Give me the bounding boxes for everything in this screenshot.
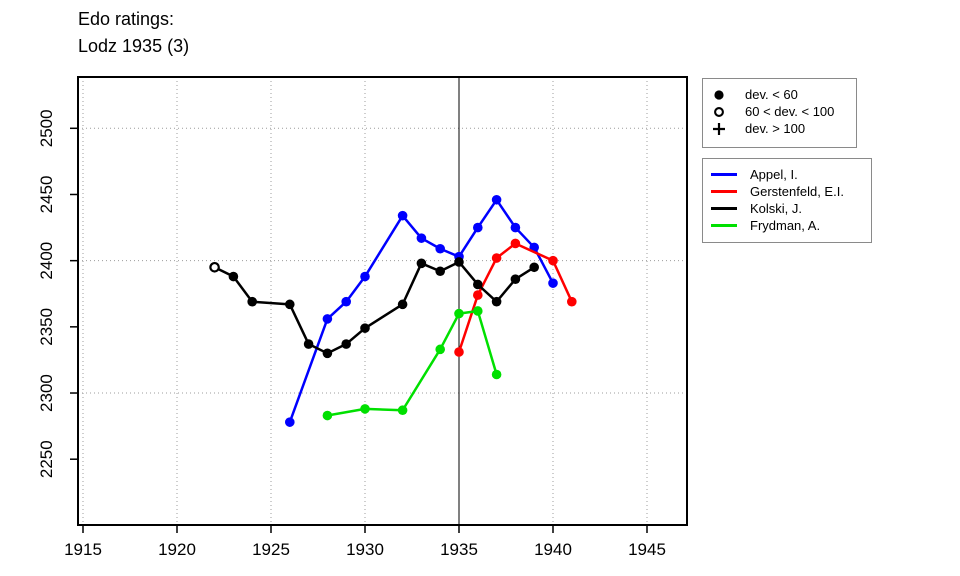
point-appel-i-1934 xyxy=(435,243,446,254)
point-appel-i-1938 xyxy=(510,222,521,233)
point-frydman-a-1928 xyxy=(322,410,333,421)
marker-legend-label: dev. > 100 xyxy=(745,121,806,136)
point-kolski-j-1923 xyxy=(228,271,239,282)
chart-title: Edo ratings: Lodz 1935 (3) xyxy=(78,6,189,60)
y-tick-label-2250: 2250 xyxy=(37,440,56,478)
x-tick-label-1925: 1925 xyxy=(252,540,290,559)
point-appel-i-1928 xyxy=(322,314,333,324)
y-tick-label-2450: 2450 xyxy=(37,176,56,214)
series-legend-label: Frydman, A. xyxy=(750,218,821,233)
series-legend-row: Kolski, J. xyxy=(711,200,863,217)
point-appel-i-1930 xyxy=(360,271,370,282)
point-kolski-j-1930 xyxy=(360,323,370,333)
point-kolski-j-1926 xyxy=(285,299,295,310)
marker-legend-row: dev. < 60 xyxy=(711,86,848,103)
point-gerstenfeld-e-i-1937 xyxy=(491,253,502,263)
point-kolski-j-1924 xyxy=(247,296,257,307)
point-kolski-j-1936 xyxy=(473,279,483,290)
point-appel-i-1933 xyxy=(416,233,427,243)
series-legend: Appel, I. Gerstenfeld, E.I. Kolski, J. F… xyxy=(702,158,872,243)
series-legend-label: Appel, I. xyxy=(750,167,798,182)
y-tick-label-2300: 2300 xyxy=(37,374,56,412)
point-frydman-a-1930 xyxy=(360,404,370,414)
y-tick-label-2350: 2350 xyxy=(37,308,56,346)
point-gerstenfeld-e-i-1936 xyxy=(473,290,483,300)
point-kolski-j-1927 xyxy=(303,339,314,349)
point-kolski-j-1934 xyxy=(435,266,446,277)
point-gerstenfeld-e-i-1941 xyxy=(567,296,577,307)
marker-legend: dev. < 60 60 < dev. < 100 dev. > 100 xyxy=(702,78,857,148)
x-tick-label-1940: 1940 xyxy=(534,540,572,559)
chart-title-line1: Edo ratings: xyxy=(78,9,175,29)
point-gerstenfeld-e-i-1935 xyxy=(454,347,464,357)
series-line-kolski-j xyxy=(213,260,536,355)
point-appel-i-1937 xyxy=(491,194,502,205)
point-kolski-j-1929 xyxy=(341,339,352,349)
x-tick-label-1930: 1930 xyxy=(346,540,384,559)
point-frydman-a-1932 xyxy=(397,405,408,416)
point-kolski-j-1933 xyxy=(416,258,427,269)
point-gerstenfeld-e-i-1940 xyxy=(548,255,558,266)
y-tick-label-2400: 2400 xyxy=(37,242,56,280)
point-frydman-a-1935 xyxy=(454,308,464,319)
series-color-line xyxy=(711,173,737,176)
plus-icon xyxy=(711,122,727,136)
point-kolski-j-1928 xyxy=(322,348,333,359)
filled-circle-icon xyxy=(711,88,727,102)
plot-frame xyxy=(77,76,688,526)
series-legend-row: Appel, I. xyxy=(711,166,863,183)
series-line-gerstenfeld-e-i xyxy=(457,242,574,354)
series-line-appel-i xyxy=(288,198,555,424)
series-legend-row: Gerstenfeld, E.I. xyxy=(711,183,863,200)
open-circle-icon xyxy=(711,105,727,119)
series-color-line xyxy=(711,190,737,193)
point-kolski-j-1935 xyxy=(454,257,464,267)
series-legend-label: Gerstenfeld, E.I. xyxy=(750,184,844,199)
series-color-line xyxy=(711,224,737,227)
marker-legend-row: 60 < dev. < 100 xyxy=(711,103,848,120)
point-appel-i-1926 xyxy=(285,417,295,427)
point-appel-i-1936 xyxy=(473,222,483,233)
marker-legend-row: dev. > 100 xyxy=(711,120,848,137)
x-tick-label-1945: 1945 xyxy=(628,540,666,559)
point-kolski-j-1937 xyxy=(491,296,502,307)
x-tick-label-1915: 1915 xyxy=(64,540,102,559)
series-line-frydman-a xyxy=(326,309,498,417)
point-kolski-j-1922 xyxy=(209,261,220,273)
point-frydman-a-1937 xyxy=(491,369,502,380)
point-kolski-j-1938 xyxy=(510,274,521,284)
point-frydman-a-1934 xyxy=(435,344,446,355)
series-legend-label: Kolski, J. xyxy=(750,201,803,216)
y-tick-label-2500: 2500 xyxy=(37,109,56,147)
x-tick-label-1920: 1920 xyxy=(158,540,196,559)
point-kolski-j-1932 xyxy=(397,299,408,310)
series-legend-row: Frydman, A. xyxy=(711,217,863,234)
point-appel-i-1929 xyxy=(341,296,352,307)
point-frydman-a-1936 xyxy=(473,306,483,316)
series-color-line xyxy=(711,207,737,210)
marker-legend-label: 60 < dev. < 100 xyxy=(745,104,835,119)
point-gerstenfeld-e-i-1938 xyxy=(510,238,521,249)
point-kolski-j-1939 xyxy=(529,262,539,273)
point-appel-i-1940 xyxy=(548,278,558,288)
chart-title-line2: Lodz 1935 (3) xyxy=(78,36,190,56)
marker-legend-label: dev. < 60 xyxy=(745,87,798,102)
x-tick-label-1935: 1935 xyxy=(440,540,478,559)
point-appel-i-1932 xyxy=(397,210,408,221)
